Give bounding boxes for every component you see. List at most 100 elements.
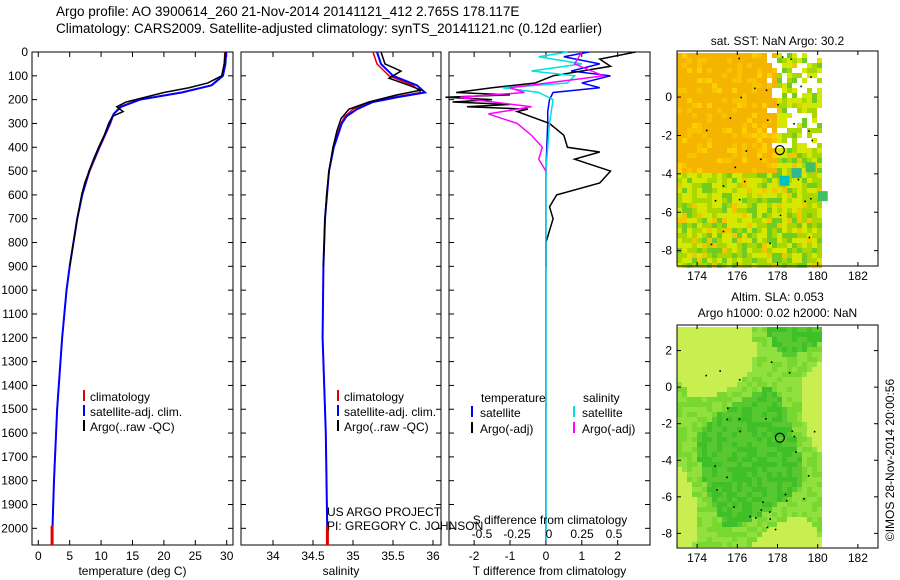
- x-tick-label: 25: [189, 549, 203, 563]
- track-point: [788, 371, 791, 374]
- track-point: [745, 150, 748, 152]
- y-tick-label: 800: [8, 236, 28, 250]
- map-x-tick-label: 174: [687, 551, 707, 565]
- y-tick-label: 200: [8, 93, 28, 107]
- track-point: [760, 158, 762, 161]
- figure-title-line1: Argo profile: AO 3900614_260 21-Nov-2014…: [56, 4, 520, 19]
- track-point: [754, 87, 756, 90]
- track-point: [749, 515, 751, 518]
- map-title: sat. SST: NaN Argo: 30.2: [711, 34, 845, 48]
- y-tick-label: 2000: [1, 521, 28, 535]
- track-point: [740, 96, 742, 99]
- track-point: [743, 180, 746, 183]
- track-point: [714, 199, 717, 202]
- track-point: [765, 89, 768, 92]
- track-point: [810, 76, 812, 78]
- argo-location-marker: [774, 432, 785, 443]
- x-tick-label: 2: [614, 549, 621, 563]
- track-point: [808, 236, 811, 239]
- track-point: [790, 58, 792, 61]
- track-point: [769, 242, 771, 245]
- project-label: US ARGO PROJECT: [327, 505, 442, 519]
- map-x-tick-label: 182: [848, 269, 868, 283]
- map-y-tick-label: 0: [665, 90, 672, 104]
- series-line-temperature-1: [51, 51, 228, 541]
- track-point: [784, 493, 787, 496]
- map-y-tick-label: -6: [661, 490, 672, 504]
- track-point: [722, 230, 725, 233]
- y-tick-label: 1500: [1, 402, 28, 416]
- secondary-tick-label: 0.5: [606, 527, 623, 541]
- track-point: [765, 418, 767, 420]
- map-sst_map: [677, 53, 828, 268]
- series-line-difference-1: [445, 51, 636, 267]
- track-point: [738, 379, 741, 381]
- map-title: Altim. SLA: 0.053: [731, 290, 824, 304]
- legend-label: Argo(-adj): [480, 422, 533, 436]
- track-point: [738, 198, 741, 201]
- track-point: [719, 370, 721, 372]
- map-x-tick-label: 180: [808, 551, 828, 565]
- x-axis-label: T difference from climatology: [473, 564, 627, 578]
- track-point: [754, 517, 757, 519]
- legend-label: satellite-adj. clim.: [90, 405, 182, 419]
- track-point: [738, 418, 741, 420]
- series-line-difference-3: [459, 51, 607, 172]
- legend-label: Argo(..raw -QC): [90, 420, 175, 434]
- map-y-tick-label: -4: [661, 167, 672, 181]
- argo-location-marker: [774, 145, 785, 156]
- track-point: [722, 185, 725, 187]
- track-point: [733, 506, 735, 508]
- map-y-tick-label: -4: [661, 453, 672, 467]
- track-point: [710, 243, 713, 246]
- track-point: [766, 119, 769, 121]
- map-cell: [791, 168, 802, 179]
- x-tick-label: 10: [94, 549, 108, 563]
- pi-label: PI: GREGORY C. JOHNSON: [327, 519, 483, 533]
- y-tick-label: 1100: [2, 307, 28, 321]
- track-point: [727, 407, 729, 410]
- map-y-tick-label: -6: [661, 205, 672, 219]
- track-point: [714, 465, 716, 467]
- x-tick-label: -2: [469, 549, 480, 563]
- plot-frame-salinity: [240, 51, 442, 546]
- legend-label: satellite: [480, 406, 521, 420]
- track-point: [793, 122, 795, 125]
- secondary-tick-label: 0.25: [570, 527, 594, 541]
- series-line-difference-2: [502, 51, 582, 541]
- track-point: [800, 85, 802, 88]
- map-y-tick-label: 2: [665, 344, 672, 358]
- x-tick-label: 30: [220, 549, 234, 563]
- y-tick-label: 700: [8, 212, 28, 226]
- track-point: [804, 200, 806, 203]
- track-point: [810, 197, 812, 200]
- y-tick-label: 1300: [1, 355, 28, 369]
- x-tick-label: 20: [157, 549, 171, 563]
- track-point: [766, 526, 769, 529]
- y-tick-label: 600: [8, 188, 28, 202]
- series-line-salinity-1: [321, 51, 428, 541]
- track-point: [729, 117, 732, 119]
- secondary-tick-label: -0.5: [472, 527, 493, 541]
- y-tick-label: 900: [8, 259, 28, 273]
- legend-header: temperature: [481, 391, 546, 405]
- legend-label: satellite: [582, 406, 623, 420]
- track-point: [734, 166, 737, 169]
- legend-header: salinity: [583, 391, 620, 405]
- x-tick-label: 36: [426, 549, 440, 563]
- track-point: [793, 435, 796, 438]
- secondary-axis-label: S difference from climatology: [473, 513, 628, 527]
- series-line-salinity-2: [322, 51, 424, 267]
- map-subtitle: Argo h1000: 0.02 h2000: NaN: [698, 306, 857, 320]
- map-y-tick-label: -8: [661, 244, 672, 258]
- y-tick-label: 1400: [1, 378, 28, 392]
- x-tick-label: 15: [126, 549, 140, 563]
- x-axis-label: temperature (deg C): [78, 564, 186, 578]
- track-point: [785, 499, 788, 502]
- track-point: [808, 130, 810, 132]
- series-line-salinity-0: [321, 51, 423, 541]
- track-point: [769, 518, 772, 520]
- track-point: [777, 103, 779, 106]
- map-y-tick-label: -8: [661, 526, 672, 540]
